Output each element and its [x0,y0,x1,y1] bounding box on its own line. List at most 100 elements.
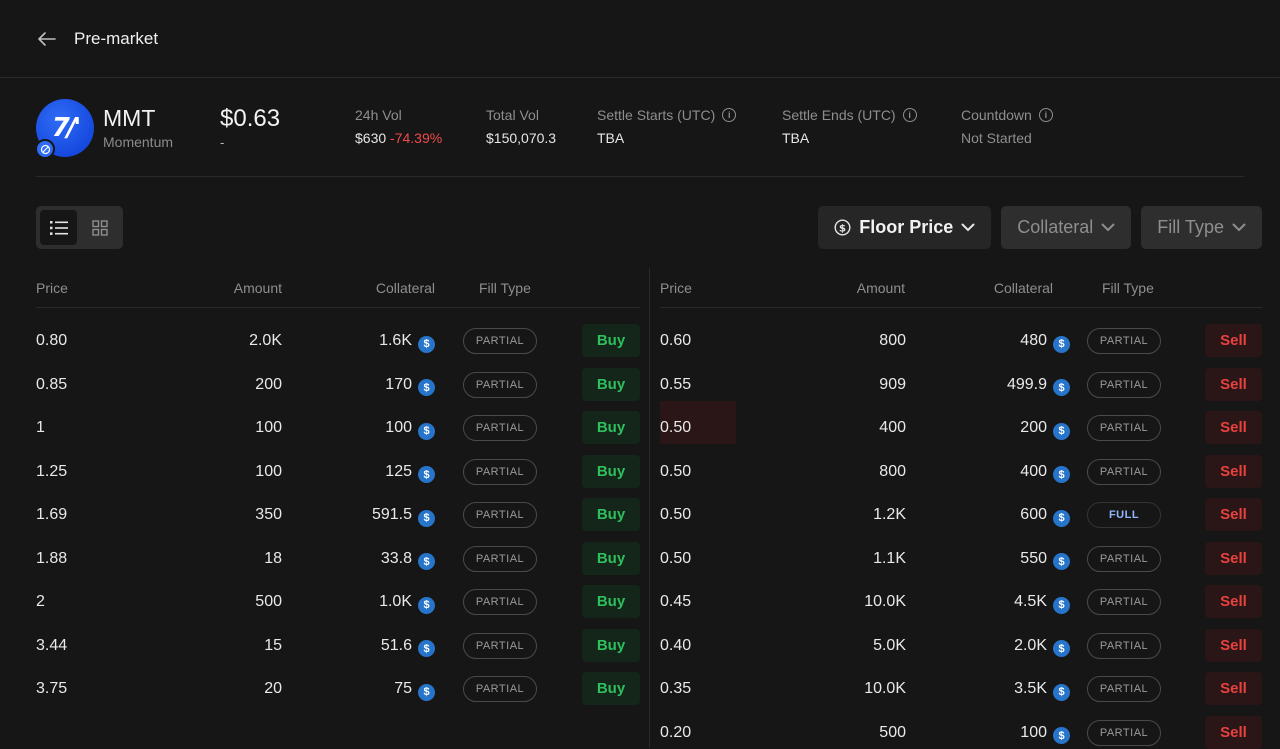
sell-button[interactable]: Sell [1205,716,1262,749]
stat-total-vol: Total Vol $150,070.3 [486,107,556,146]
sell-button[interactable]: Sell [1205,542,1262,575]
collateral-value: 3.5K [1014,680,1047,697]
top-bar: Pre-market [0,0,1280,78]
sell-button[interactable]: Sell [1205,498,1262,531]
collateral-value: 4.5K [1014,593,1047,610]
order-amount: 5.0K [873,637,906,655]
list-view-button[interactable] [40,210,77,245]
table-header: Price Amount Collateral Fill Type [660,268,1262,308]
usdc-icon: $ [418,423,435,440]
stat-settle-ends: Settle Ends (UTC)i TBA [782,107,917,146]
order-amount: 200 [255,376,282,394]
collateral-label: Collateral [1017,217,1093,238]
momentum-logo-icon: 7/' [52,113,79,143]
fill-type-badge: PARTIAL [1087,676,1161,702]
order-collateral: 400$ [1020,463,1070,484]
fill-type-badge: PARTIAL [463,502,537,528]
order-amount: 800 [879,463,906,481]
sell-button[interactable]: Sell [1205,368,1262,401]
fill-type-badge: PARTIAL [1087,372,1161,398]
usdc-icon: $ [418,597,435,614]
buy-button[interactable]: Buy [582,368,640,401]
buy-button[interactable]: Buy [582,411,640,444]
sell-button[interactable]: Sell [1205,585,1262,618]
token-info-bar: 7/' MMT Momentum $0.63 - 24h Vol $630 -7… [36,79,1244,177]
order-collateral: 1.0K $ [379,593,435,614]
sell-button[interactable]: Sell [1205,324,1262,357]
table-divider [649,268,650,748]
order-amount: 400 [879,419,906,437]
collateral-value: 1.0K [379,593,412,610]
buy-button[interactable]: Buy [582,498,640,531]
collateral-value: 591.5 [372,506,412,523]
sell-button[interactable]: Sell [1205,455,1262,488]
collateral-value: 1.6K [379,332,412,349]
fill-type-badge: FULL [1087,502,1161,528]
chain-badge-icon [35,139,55,159]
collateral-value: 51.6 [381,637,412,654]
fill-type-badge: PARTIAL [1087,546,1161,572]
order-collateral: 100$ [1020,724,1070,745]
stat-label: Settle Ends (UTC) [782,107,896,123]
order-collateral: 2.0K$ [1014,637,1070,658]
buy-button[interactable]: Buy [582,629,640,662]
back-arrow-icon[interactable] [36,28,58,50]
stat-value: Not Started [961,130,1053,146]
floor-price-dropdown[interactable]: $ Floor Price [818,206,991,249]
order-amount: 18 [264,550,282,568]
order-collateral: 1.6K$ [379,332,435,353]
order-amount: 1.1K [873,550,906,568]
usdc-icon: $ [1053,727,1070,744]
col-price: Price [660,280,692,296]
fill-type-dropdown[interactable]: Fill Type [1141,206,1262,249]
floor-price-label: Floor Price [859,217,953,238]
buy-button[interactable]: Buy [582,542,640,575]
fill-type-badge: PARTIAL [463,633,537,659]
token-logo: 7/' [36,99,94,157]
buy-button[interactable]: Buy [582,585,640,618]
fill-type-badge: PARTIAL [1087,459,1161,485]
buy-button[interactable]: Buy [582,672,640,705]
collateral-value: 170 [385,376,412,393]
order-amount: 909 [879,376,906,394]
buy-button[interactable]: Buy [582,455,640,488]
col-fill-type: Fill Type [1102,280,1154,296]
fill-type-badge: PARTIAL [463,415,537,441]
filters: $ Floor Price Collateral Fill Type [818,206,1262,249]
info-icon[interactable]: i [722,108,736,122]
info-icon[interactable]: i [903,108,917,122]
sell-button[interactable]: Sell [1205,411,1262,444]
page-title: Pre-market [74,29,158,49]
usdc-icon: $ [1053,379,1070,396]
stat-label: Settle Starts (UTC) [597,107,715,123]
collateral-value: 499.9 [1007,376,1047,393]
grid-icon [92,220,108,236]
usdc-icon: $ [1053,336,1070,353]
fill-type-badge: PARTIAL [1087,720,1161,746]
order-price: 0.50 [660,550,691,568]
grid-view-button[interactable] [81,210,118,245]
info-icon[interactable]: i [1039,108,1053,122]
collateral-value: 600 [1020,506,1047,523]
collateral-value: 550 [1020,550,1047,567]
sell-button[interactable]: Sell [1205,629,1262,662]
stat-value: TBA [597,130,736,146]
collateral-value: 400 [1020,463,1047,480]
toolbar: $ Floor Price Collateral Fill Type [36,206,1262,249]
sell-button[interactable]: Sell [1205,672,1262,705]
order-price: 0.85 [36,376,67,394]
usdc-icon: $ [1053,684,1070,701]
order-price: 0.45 [660,593,691,611]
usdc-icon: $ [1053,553,1070,570]
col-price: Price [36,280,68,296]
collateral-dropdown[interactable]: Collateral [1001,206,1131,249]
buy-button[interactable]: Buy [582,324,640,357]
order-price: 0.40 [660,637,691,655]
